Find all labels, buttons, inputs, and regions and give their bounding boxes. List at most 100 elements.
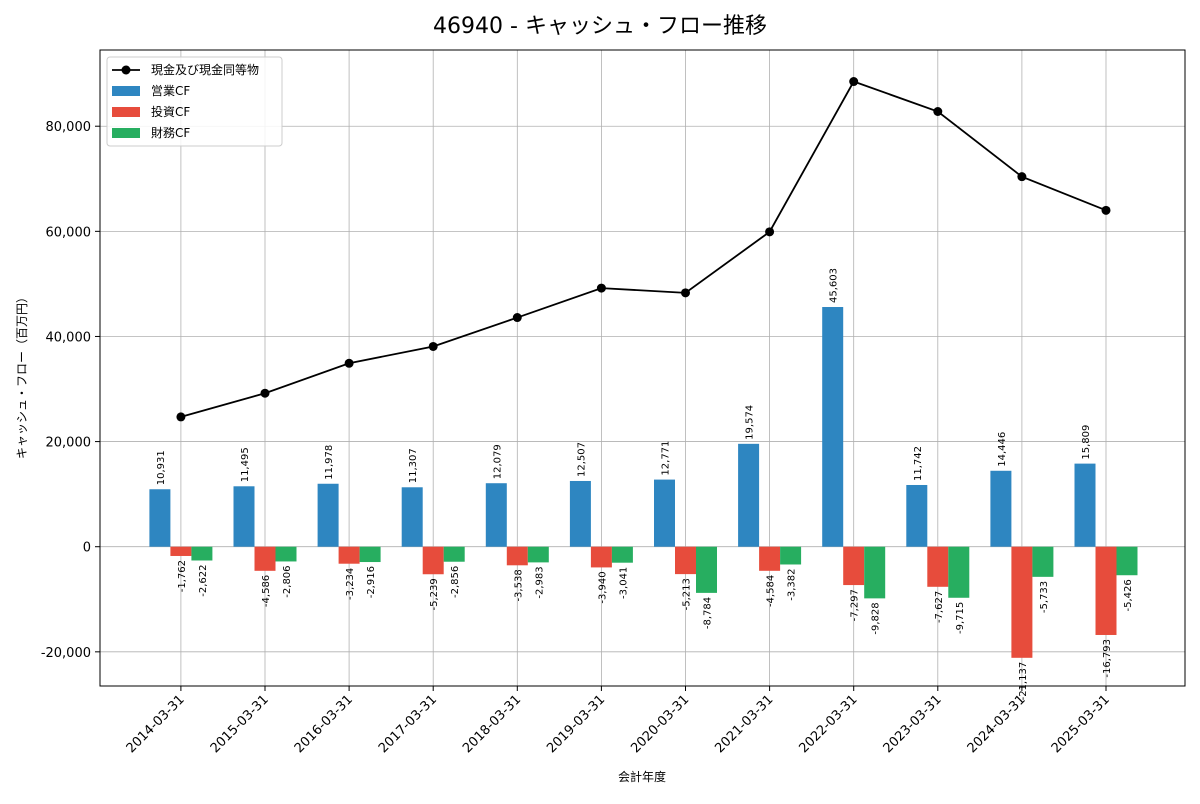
- line-layer: [176, 77, 1111, 422]
- bar-value-label: -2,983: [534, 566, 545, 598]
- bar-value-label: 10,931: [156, 450, 167, 485]
- x-tick-label: 2024-03-31: [965, 692, 1029, 756]
- bar-layer: [149, 307, 1138, 658]
- x-tick-label: 2015-03-31: [208, 692, 272, 756]
- y-tick-label: 0: [83, 541, 91, 556]
- bar-value-label: -5,733: [1039, 581, 1050, 613]
- x-tick-label: 2014-03-31: [124, 692, 188, 756]
- bar-投資CF: [338, 546, 360, 564]
- cash-equivalents-point: [260, 388, 270, 398]
- y-tick-label: 40,000: [46, 330, 92, 345]
- bar-投資CF: [759, 546, 781, 571]
- cash-equivalents-point: [176, 412, 186, 422]
- bar-投資CF: [1011, 546, 1033, 658]
- bar-value-label: 12,079: [492, 444, 503, 479]
- x-tick-label: 2017-03-31: [376, 692, 440, 756]
- bar-財務CF: [948, 546, 970, 598]
- x-axis-label: 会計年度: [618, 769, 666, 784]
- bar-営業CF: [317, 483, 339, 547]
- bar-営業CF: [233, 486, 255, 547]
- bar-財務CF: [359, 546, 381, 563]
- x-tick-label: 2023-03-31: [881, 692, 945, 756]
- legend-label: 財務CF: [151, 125, 190, 140]
- bar-財務CF: [780, 546, 802, 565]
- cash-equivalents-point: [512, 313, 522, 323]
- bar-value-label: -2,622: [198, 564, 209, 596]
- bar-value-label: -16,793: [1102, 639, 1113, 678]
- legend-label: 現金及び現金同等物: [151, 62, 259, 77]
- bar-value-label: -3,234: [345, 568, 356, 600]
- bar-value-label: -9,715: [955, 602, 966, 634]
- bar-営業CF: [738, 443, 760, 547]
- y-axis-label: キャッシュ・フロー（百万円）: [15, 291, 29, 459]
- y-tick-label: 20,000: [46, 436, 92, 451]
- bar-営業CF: [569, 480, 591, 547]
- bar-営業CF: [822, 307, 844, 547]
- bar-value-label: -5,239: [429, 578, 440, 610]
- bar-財務CF: [696, 546, 717, 593]
- bar-財務CF: [443, 546, 465, 562]
- bar-営業CF: [654, 479, 675, 547]
- y-tick-label: -20,000: [41, 646, 91, 661]
- bar-営業CF: [401, 487, 423, 547]
- bar-投資CF: [506, 546, 528, 566]
- bar-value-label: -3,382: [787, 568, 798, 600]
- bar-value-label: -3,538: [513, 569, 524, 601]
- cash-equivalents-point: [596, 283, 606, 293]
- bar-value-label: -3,041: [618, 567, 629, 599]
- bar-投資CF: [422, 546, 444, 575]
- bar-財務CF: [1116, 546, 1138, 576]
- bar-営業CF: [990, 470, 1012, 547]
- axis-layer: -20,000 0 20,000 40,000 60,000 80,000 2014-03-…: [41, 120, 1113, 756]
- x-tick-label: 2016-03-31: [292, 692, 356, 756]
- x-tick-label: 2020-03-31: [628, 692, 692, 756]
- bar-営業CF: [906, 484, 928, 547]
- bar-財務CF: [191, 546, 213, 561]
- plot-frame: [99, 49, 1186, 687]
- cash-equivalents-point: [681, 288, 690, 298]
- bar-value-label: 45,603: [829, 268, 840, 303]
- x-tick-label: 2025-03-31: [1049, 692, 1113, 756]
- cash-equivalents-point: [1101, 205, 1111, 215]
- bar-value-label: -2,916: [366, 566, 377, 598]
- chart-title: 46940 - キャッシュ・フロー推移: [433, 14, 767, 39]
- cash-equivalents-point: [765, 227, 775, 237]
- bar-value-label: 11,307: [408, 448, 419, 483]
- legend-label: 営業CF: [151, 84, 190, 98]
- bar-value-label: 11,495: [240, 447, 251, 482]
- bar-value-label: -2,806: [282, 565, 293, 597]
- bar-value-label: -4,586: [261, 575, 272, 607]
- bar-投資CF: [254, 546, 276, 571]
- legend-swatch: [112, 86, 140, 96]
- bar-投資CF: [590, 546, 612, 568]
- bar-財務CF: [864, 546, 886, 599]
- bar-value-label: -3,940: [597, 571, 608, 603]
- legend-label: 投資CF: [151, 104, 190, 119]
- x-tick-label: 2018-03-31: [460, 692, 524, 756]
- x-tick-label: 2022-03-31: [796, 692, 860, 756]
- bar-財務CF: [611, 546, 633, 563]
- cash-equivalents-point: [344, 358, 354, 368]
- bar-財務CF: [1032, 546, 1054, 577]
- bar-value-label: -9,828: [871, 602, 882, 634]
- bar-投資CF: [675, 546, 696, 575]
- bar-value-label: -2,856: [450, 566, 461, 598]
- bar-value-label: -5,213: [682, 578, 693, 610]
- bar-value-label: 15,809: [1081, 425, 1092, 460]
- bar-value-label: 12,507: [576, 442, 587, 477]
- cash-equivalents-point: [933, 106, 943, 116]
- cash-equivalents-point: [428, 341, 438, 351]
- bar-value-label: -5,426: [1123, 579, 1134, 611]
- legend-box: [106, 56, 283, 147]
- bar-value-label: -7,627: [934, 591, 945, 623]
- bar-value-label: 19,574: [745, 405, 756, 440]
- cash-equivalents-point: [849, 77, 859, 87]
- bar-value-label: -8,784: [703, 597, 714, 629]
- legend-swatch: [112, 128, 140, 138]
- bar-value-label: 11,742: [913, 446, 924, 481]
- bar-営業CF: [149, 489, 171, 547]
- bar-value-label: 11,978: [324, 445, 335, 480]
